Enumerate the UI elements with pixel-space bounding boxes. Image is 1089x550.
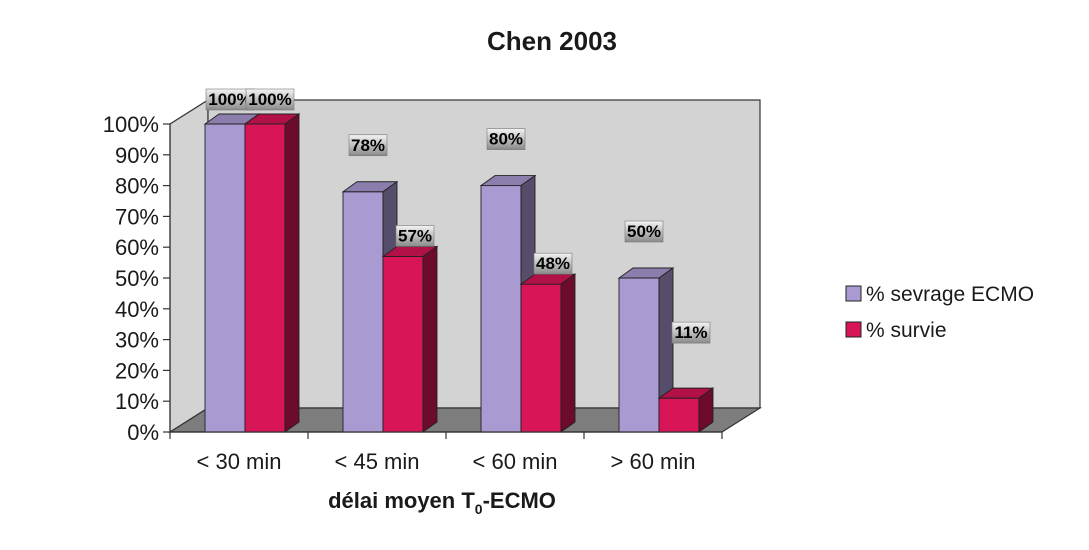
- data-label: 57%: [398, 226, 432, 245]
- x-tick-label: < 60 min: [473, 449, 558, 474]
- y-axis: 0% 10% 20% 30% 40% 50% 60% 70% 80% 90% 100%: [103, 112, 171, 445]
- y-tick-label: 50%: [115, 266, 159, 291]
- plot-side-wall: [169, 98, 209, 434]
- y-tick-label: 0%: [127, 420, 159, 445]
- legend-label: % sevrage ECMO: [866, 283, 1034, 306]
- y-tick-label: 60%: [115, 235, 159, 260]
- bar-side: [560, 273, 576, 433]
- bar-series-group: [203, 113, 715, 433]
- legend-swatch: [845, 285, 862, 302]
- y-tick-label: 40%: [115, 297, 159, 322]
- data-label: 100%: [248, 90, 291, 109]
- data-label: 48%: [536, 254, 570, 273]
- bar-front: [342, 191, 384, 433]
- x-axis-title: délai moyen T0-ECMO: [328, 488, 556, 517]
- bar-side: [422, 245, 438, 433]
- bar-front: [204, 123, 246, 433]
- bar-side: [698, 387, 714, 433]
- x-tick-label: < 30 min: [197, 449, 282, 474]
- data-label: 100%: [208, 90, 251, 109]
- bar-front: [382, 255, 424, 433]
- x-axis: < 30 min < 45 min < 60 min > 60 min: [169, 431, 723, 474]
- y-tick-label: 90%: [115, 143, 159, 168]
- y-tick-label: 70%: [115, 204, 159, 229]
- data-label: 50%: [627, 222, 661, 241]
- chart-title: Chen 2003: [487, 26, 617, 56]
- bar-front: [480, 185, 522, 433]
- x-axis-title-subscript: 0: [475, 501, 483, 517]
- bar-front: [618, 277, 660, 433]
- data-label-box: [671, 321, 711, 344]
- legend-label: % survie: [866, 319, 947, 342]
- data-label-box: [533, 252, 573, 275]
- data-label: 11%: [674, 323, 707, 342]
- data-label: 78%: [351, 136, 385, 155]
- data-label-box: [245, 88, 295, 111]
- data-label-box: [348, 134, 388, 157]
- y-tick-label: 10%: [115, 389, 159, 414]
- x-tick-label: > 60 min: [611, 449, 696, 474]
- legend-swatch: [845, 321, 862, 338]
- x-axis-title-tail: -ECMO: [483, 488, 556, 513]
- legend-box: [827, 273, 1079, 351]
- bar-front: [658, 397, 700, 433]
- legend: % sevrage ECMO % survie: [827, 273, 1079, 351]
- y-tick-label: 30%: [115, 328, 159, 353]
- y-tick-label: 80%: [115, 174, 159, 199]
- y-tick-label: 20%: [115, 358, 159, 383]
- x-axis-title-main: délai moyen T: [328, 488, 475, 513]
- bar-side: [284, 113, 300, 433]
- bar-front: [244, 123, 286, 433]
- y-tick-label: 100%: [103, 112, 159, 137]
- data-label: 80%: [489, 130, 523, 149]
- data-label-box: [395, 225, 435, 247]
- data-label-box: [624, 220, 664, 243]
- data-label-group: 100%100% 78% 57% 80% 48% 50% 11%: [205, 88, 711, 344]
- bar-front: [520, 283, 562, 433]
- x-tick-label: < 45 min: [335, 449, 420, 474]
- data-label-box: [486, 128, 526, 150]
